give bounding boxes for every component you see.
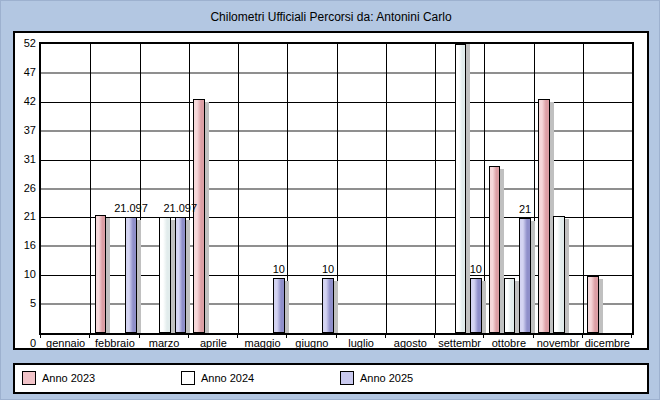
- y-axis-label: 42: [15, 95, 36, 107]
- bar-anno-2024-ottobre: [504, 278, 516, 333]
- legend-swatch: [340, 371, 354, 385]
- bar-value-label: 10: [273, 263, 285, 275]
- x-axis-tick: [582, 335, 583, 338]
- legend-item-anno-2023: Anno 2023: [22, 371, 95, 385]
- bar-anno-2025-maggio: [273, 278, 285, 333]
- y-axis-label: 21: [15, 210, 36, 222]
- y-axis-label: 26: [15, 182, 36, 194]
- x-axis-label: ottobre: [492, 337, 526, 349]
- x-axis-tick: [631, 335, 632, 338]
- y-axis-label: 37: [15, 124, 36, 136]
- x-axis-tick: [237, 335, 238, 338]
- x-axis-label: giugno: [295, 337, 328, 349]
- gridline-vertical: [238, 44, 239, 333]
- legend-swatch: [181, 371, 195, 385]
- bar-anno-2023-dicembre: [587, 276, 599, 333]
- x-axis-tick: [434, 335, 435, 338]
- y-axis-label: 5: [15, 297, 36, 309]
- legend-label: Anno 2023: [42, 372, 95, 384]
- bar-anno-2023-novembr: [538, 99, 550, 333]
- x-axis-tick: [89, 335, 90, 338]
- plot-area: 21.097 21.097 10 10 10 21: [39, 42, 634, 335]
- bar-anno-2024-marzo: [159, 217, 171, 333]
- legend-label: Anno 2025: [360, 372, 413, 384]
- y-axis-label: 31: [15, 153, 36, 165]
- x-axis-label: febbraio: [95, 337, 135, 349]
- gridline-vertical: [386, 44, 387, 333]
- x-axis-label: agosto: [394, 337, 427, 349]
- bar-value-label: 21.097: [114, 202, 148, 214]
- x-axis-tick: [40, 335, 41, 338]
- y-axis-label: 47: [15, 66, 36, 78]
- bar-anno-2023-aprile: [193, 99, 205, 333]
- bar-anno-2024-settembr: [455, 44, 467, 333]
- y-axis-label: 16: [15, 239, 36, 251]
- bar-anno-2024-novembr: [553, 216, 565, 333]
- x-axis-tick: [286, 335, 287, 338]
- gridline-vertical: [583, 44, 584, 333]
- x-axis-label: aprile: [200, 337, 227, 349]
- x-axis-label: novembr: [537, 337, 580, 349]
- chart-window: { "title": "Chilometri Ufficiali Percors…: [0, 0, 660, 400]
- bar-anno-2023-febbraio: [95, 215, 107, 333]
- legend-box: Anno 2023 Anno 2024 Anno 2025: [13, 363, 649, 394]
- legend-item-anno-2024: Anno 2024: [181, 371, 254, 385]
- y-axis-label: 10: [15, 268, 36, 280]
- x-axis-tick: [188, 335, 189, 338]
- legend-swatch: [22, 371, 36, 385]
- bar-anno-2025-ottobre: [519, 218, 531, 333]
- legend-item-anno-2025: Anno 2025: [340, 371, 413, 385]
- x-axis-label: gennaio: [46, 337, 85, 349]
- bar-value-label: 21.097: [163, 202, 197, 214]
- x-axis-tick: [483, 335, 484, 338]
- legend-label: Anno 2024: [201, 372, 254, 384]
- x-axis-label: maggio: [245, 337, 281, 349]
- x-axis-label: luglio: [348, 337, 374, 349]
- x-axis-label: settembr: [438, 337, 481, 349]
- bar-value-label: 10: [470, 263, 482, 275]
- bar-anno-2025-giugno: [322, 278, 334, 333]
- x-axis-label: dicembre: [585, 337, 630, 349]
- y-axis-label: 0: [15, 337, 36, 349]
- bar-anno-2023-ottobre: [489, 166, 501, 333]
- page-title: Chilometri Ufficiali Percorsi da: Antoni…: [1, 10, 660, 24]
- bar-value-label: 10: [322, 263, 334, 275]
- x-axis-label: marzo: [149, 337, 180, 349]
- bar-anno-2025-febbraio: [125, 217, 137, 333]
- gridline-vertical: [90, 44, 91, 333]
- chart-box: 21.097 21.097 10 10 10 21 52 47 42 37 31 26 21 16 10 5…: [13, 31, 649, 350]
- gridline-vertical: [435, 44, 436, 333]
- x-axis-tick: [139, 335, 140, 338]
- y-axis-label: 52: [15, 37, 36, 49]
- bar-anno-2025-marzo: [175, 217, 187, 333]
- x-axis-tick: [385, 335, 386, 338]
- bar-anno-2025-settembr: [470, 278, 482, 333]
- x-axis-tick: [533, 335, 534, 338]
- x-axis-tick: [336, 335, 337, 338]
- bar-value-label: 21: [519, 203, 531, 215]
